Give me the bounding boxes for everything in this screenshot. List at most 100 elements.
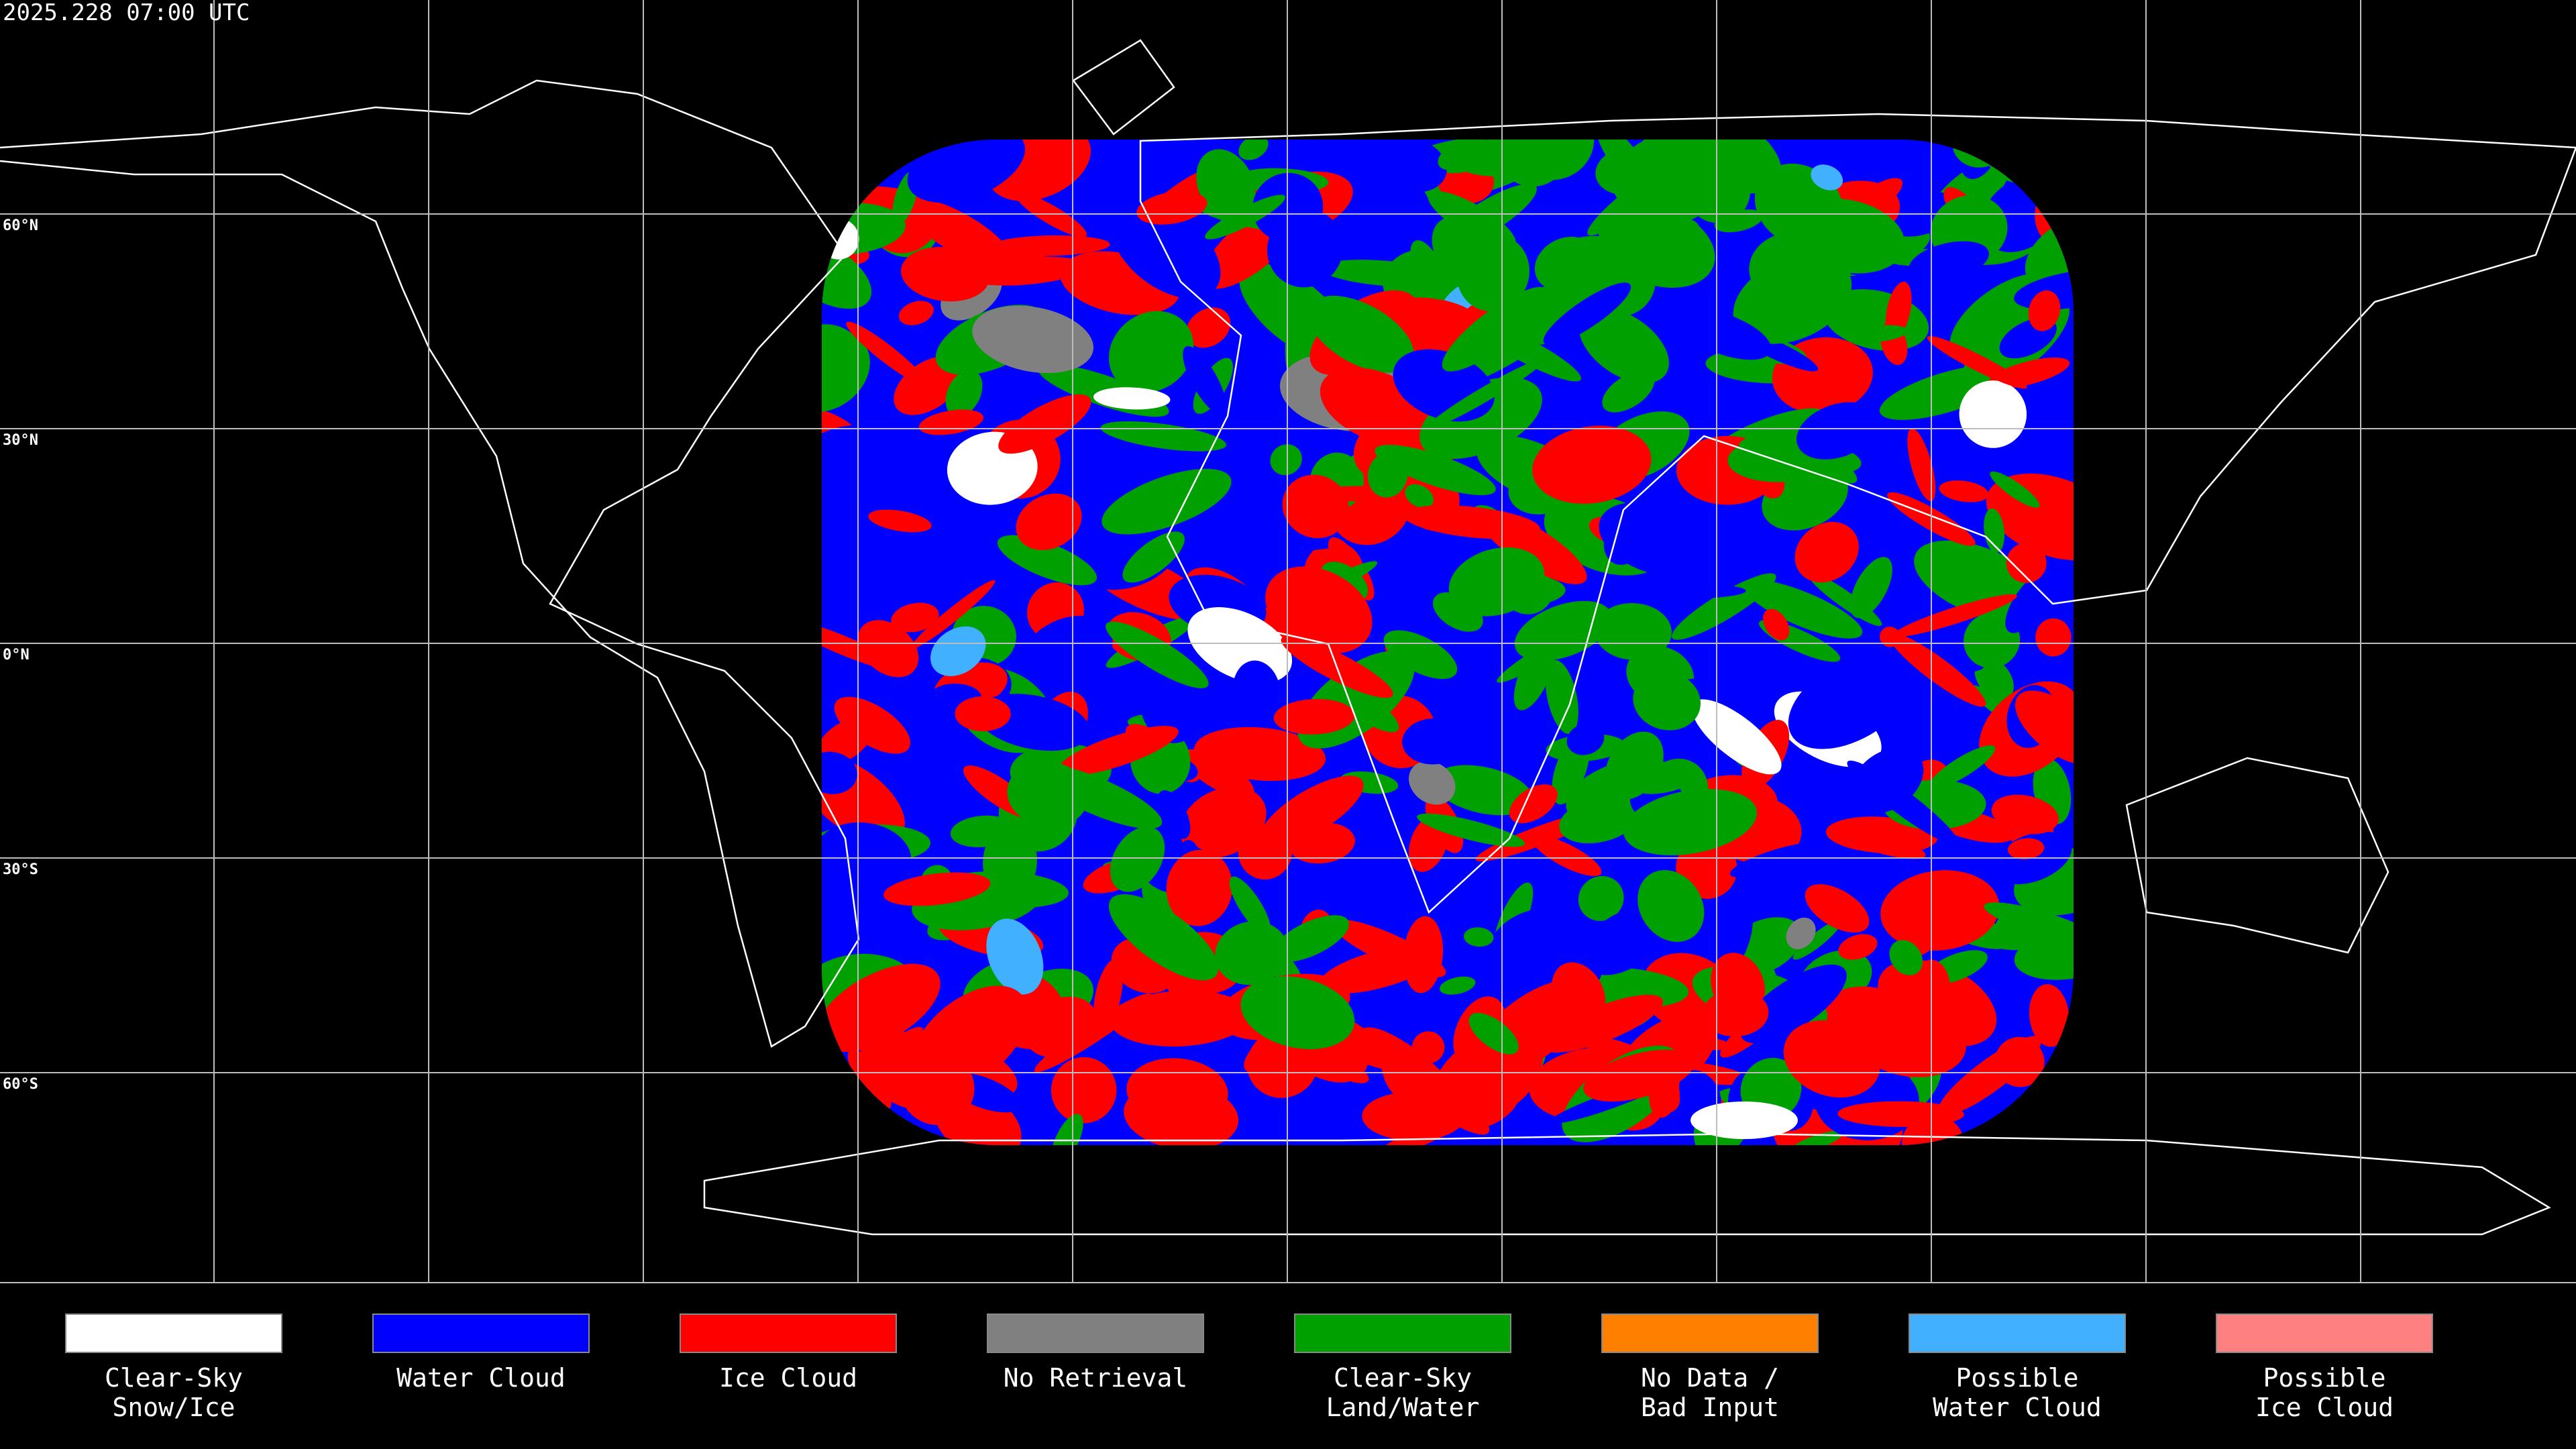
cloud-patch <box>1676 309 1772 360</box>
cloud-patch <box>1582 908 1664 975</box>
legend-swatch <box>65 1313 282 1353</box>
legend-label: Clear-Sky <box>1334 1363 1472 1393</box>
cloud-patch <box>1320 260 1450 287</box>
cloud-patch <box>1110 826 1165 892</box>
cloud-patch <box>1426 358 1546 429</box>
cloud-patch <box>1959 380 2027 448</box>
cloud-patch <box>1838 934 1878 960</box>
cloud-patch <box>1729 842 1826 878</box>
cloud-patch <box>1215 921 1289 985</box>
cloud-patch <box>2006 543 2047 584</box>
cloud-patch <box>1238 140 1269 160</box>
cloud-patch <box>1106 621 1209 688</box>
cloud-patch <box>2028 290 2061 331</box>
cloud-patch <box>1566 723 1605 755</box>
cloud-patch <box>1850 747 1924 814</box>
cloud-patch <box>1438 140 1491 171</box>
cloud-patch <box>2015 690 2074 765</box>
cloud-patch <box>1640 584 1746 599</box>
legend-swatch <box>680 1313 897 1353</box>
cloud-patch <box>1183 346 1227 415</box>
cloud-patch <box>1140 666 1202 743</box>
cloud-patch <box>1205 195 1286 239</box>
legend-swatch <box>1294 1313 1511 1353</box>
cloud-patch <box>883 872 991 906</box>
legend-label: Ice Cloud <box>719 1363 857 1393</box>
cloud-patch <box>875 1026 923 1067</box>
cloud-patch <box>1594 602 1672 660</box>
cloud-patch <box>1194 727 1326 782</box>
cloud-patch <box>2005 568 2058 633</box>
legend-swatch <box>1601 1313 1819 1353</box>
cloud-patch <box>1383 630 1458 680</box>
cloud-patch <box>1434 765 1534 816</box>
cloud-patch <box>1102 468 1232 535</box>
cloud-patch <box>1686 159 1751 223</box>
cloud-patch <box>955 696 1011 732</box>
cloud-patch <box>1442 286 1550 372</box>
cloud-patch <box>1763 608 1790 641</box>
cloud-patch <box>930 626 986 676</box>
cloud-patch <box>1411 1031 1445 1064</box>
cloud-patch <box>1991 794 2059 835</box>
cloud-patch <box>1024 996 1097 1058</box>
cloud-patch <box>1020 615 1113 689</box>
cloud-patch <box>1405 484 1434 508</box>
cloud-patch <box>1273 698 1355 735</box>
cloud-patch <box>1259 775 1364 847</box>
cloud-patch <box>1181 749 1254 799</box>
cloud-patch <box>1007 761 1089 827</box>
cloud-patch <box>822 331 870 413</box>
cloud-patch <box>1057 726 1179 776</box>
cloud-patch <box>1375 445 1496 496</box>
cloud-patch <box>1108 311 1194 393</box>
cloud-patch <box>1796 402 1879 460</box>
cloud-patch <box>1583 1049 1695 1102</box>
cloud-patch <box>1784 594 1810 618</box>
cloud-patch <box>891 602 939 633</box>
latitude-label: 30°N <box>3 432 38 449</box>
cloud-patch <box>1403 916 1443 994</box>
cloud-patch <box>1984 902 2074 945</box>
cloud-patch <box>1889 940 1923 975</box>
cloud-patch <box>1166 849 1233 926</box>
cloud-patch <box>1578 875 1624 921</box>
cloud-patch <box>1108 894 1219 981</box>
latitude-labels: 60°N 30°N 0°N 30°S 60°S <box>3 217 38 1093</box>
legend-label: No Data / <box>1641 1363 1779 1393</box>
cloud-patch <box>1638 869 1705 943</box>
cloud-patch <box>867 1067 912 1095</box>
cloud-patch <box>1051 1057 1117 1124</box>
cloud-patch <box>822 425 892 453</box>
legend-label: Ice Cloud <box>2255 1393 2394 1422</box>
cloud-patch <box>846 321 926 386</box>
legend-label: Possible <box>1955 1363 2078 1393</box>
cloud-patch <box>1623 789 1757 856</box>
cloud-patch <box>1532 425 1652 504</box>
cloud-patch <box>1282 474 1349 539</box>
cloud-patch <box>1740 964 1847 1044</box>
legend-swatch <box>372 1313 590 1353</box>
cloud-patch <box>1240 976 1355 1050</box>
legend-swatch <box>1909 1313 2126 1353</box>
cloud-patch <box>1186 307 1231 348</box>
cloud-patch <box>1428 191 1516 248</box>
cloud-patch <box>822 751 857 794</box>
cloud-patch <box>1811 164 1843 191</box>
cloud-patch <box>1702 989 1769 1037</box>
cloud-patch <box>950 815 1015 848</box>
cloud-patch <box>1016 193 1087 237</box>
cloud-patch <box>1691 699 1782 775</box>
latitude-label: 60°S <box>3 1076 38 1093</box>
cloud-patch <box>1888 633 1986 707</box>
cloud-patch <box>1892 594 2017 637</box>
cloud-patch <box>1267 209 1344 288</box>
cloud-patch <box>998 394 1091 454</box>
cloud-patch <box>898 301 934 325</box>
cloud-patch <box>1939 480 1989 502</box>
legend-label: Possible <box>2263 1363 2385 1393</box>
cloud-patch <box>1552 962 1606 1025</box>
cloud-patch <box>1885 281 1912 339</box>
cloud-patch <box>1633 672 1701 731</box>
cloud-patch <box>1402 718 1465 765</box>
